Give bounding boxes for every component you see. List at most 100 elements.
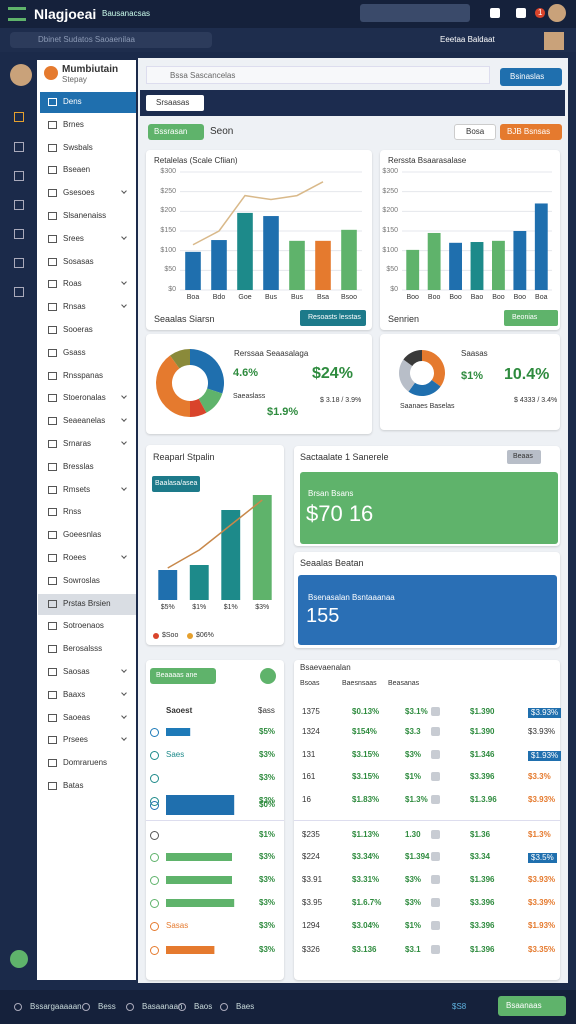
- x-tick-label: Bus: [264, 294, 278, 301]
- table-tag: $3.93%: [528, 795, 556, 804]
- icon[interactable]: [516, 8, 526, 18]
- row-icon: [431, 707, 440, 716]
- search-box[interactable]: [146, 66, 490, 84]
- row-icon: [431, 898, 440, 907]
- stat-label: Brsan Bsans: [308, 489, 354, 498]
- button[interactable]: [504, 310, 558, 326]
- item-icon: [48, 234, 57, 243]
- list-label: Sasas: [166, 921, 189, 930]
- sidebar-item: Prsees: [63, 735, 88, 745]
- x-tick-label: Boo: [406, 294, 419, 301]
- button[interactable]: [507, 450, 541, 464]
- button[interactable]: [300, 310, 366, 326]
- x-tick-label: Goe: [238, 294, 252, 301]
- item-icon: [48, 690, 57, 699]
- button-label: Beaaaas ane: [156, 672, 198, 679]
- button[interactable]: [454, 124, 496, 140]
- list-value: $3%: [259, 921, 276, 930]
- item-icon: [48, 736, 57, 745]
- avatar[interactable]: [10, 64, 32, 86]
- button-label: BJB Bsnsas: [507, 127, 551, 136]
- button[interactable]: [152, 476, 200, 492]
- row-icon: [150, 922, 159, 931]
- list-value: $3%: [259, 773, 276, 782]
- avatar[interactable]: [548, 4, 566, 22]
- sidebar-item: Gsass: [63, 347, 86, 357]
- list-value: $5%: [259, 727, 276, 736]
- sidebar-item: Sowroslas: [63, 575, 100, 585]
- footer-item: Baes: [236, 1002, 255, 1011]
- help-button[interactable]: [10, 950, 28, 968]
- list-toggle: [260, 668, 276, 684]
- stat: 4.6%: [233, 367, 259, 379]
- list-value: $3%: [259, 796, 276, 805]
- top-bar: [0, 0, 576, 28]
- table-tag: $1.93%: [528, 921, 556, 930]
- dropdown-label: Srsaasas: [156, 98, 190, 107]
- dropdown[interactable]: [146, 95, 204, 111]
- column-header: Bsoas: [300, 680, 320, 687]
- item-icon: [48, 257, 57, 266]
- sidebar-item: Batas: [63, 781, 84, 790]
- table-cell: $1.6.7%: [352, 898, 382, 907]
- rail-icon[interactable]: [14, 171, 24, 181]
- row-icon: [150, 946, 159, 955]
- stat: $1%: [461, 370, 484, 382]
- button[interactable]: [150, 668, 216, 684]
- sidebar-item: Sosasas: [63, 256, 94, 266]
- x-tick-label: Boo: [513, 294, 527, 301]
- table-cell: $3%: [405, 898, 422, 907]
- y-tick-label: $300: [160, 168, 176, 175]
- search-field[interactable]: [10, 32, 212, 48]
- rail-icon[interactable]: [14, 287, 24, 297]
- x-tick-label: Bsoo: [341, 294, 357, 301]
- list-header: Saoest: [166, 706, 193, 715]
- button[interactable]: [500, 124, 562, 140]
- rail-icon[interactable]: [14, 229, 24, 239]
- item-icon: [48, 280, 57, 289]
- chart-title: Retalelas (Scale Cfiian): [154, 156, 238, 165]
- table-cell: 1.30: [405, 830, 421, 839]
- card-footer: Seaalas Siarsn: [154, 314, 215, 324]
- row-icon: [431, 772, 440, 781]
- item-icon: [48, 622, 57, 631]
- footer-item: Baos: [194, 1002, 213, 1011]
- table-title: Bsaevaenalan: [300, 663, 351, 672]
- button[interactable]: [498, 996, 566, 1016]
- filter-bar: [140, 90, 565, 116]
- y-tick-label: $250: [160, 187, 176, 195]
- top-search[interactable]: [360, 4, 470, 22]
- sidebar-item: Sotroenaos: [63, 621, 104, 631]
- search-text: Dbinet Sudatos Saoaenilaa: [38, 35, 135, 44]
- y-tick-label: $300: [382, 168, 398, 175]
- tab-title: Seon: [210, 126, 234, 137]
- sidebar-item: Rnsas: [63, 302, 86, 312]
- tab[interactable]: [148, 124, 204, 140]
- list-value: $3%: [259, 875, 276, 884]
- sidebar-item: Rnss: [63, 507, 82, 517]
- sidebar-item: Goeesnlas: [63, 530, 102, 540]
- app-title: Nlagjoeai: [34, 6, 97, 22]
- table-cell: $1.396: [470, 945, 495, 954]
- footer-icon: [14, 1003, 22, 1011]
- brand: Mumbiutain: [62, 64, 119, 75]
- footer-item: Bess: [98, 1002, 116, 1011]
- avatar[interactable]: [544, 32, 564, 50]
- rail-icon[interactable]: [14, 142, 24, 152]
- table-cell: $1.3.96: [470, 795, 497, 804]
- row-icon: [431, 830, 440, 839]
- card-title: Saasas: [461, 349, 488, 358]
- button[interactable]: [500, 68, 562, 86]
- card-title: Seaalas Beatan: [300, 558, 364, 568]
- row-icon: [150, 774, 159, 783]
- table-cell: $3.15%: [352, 772, 380, 781]
- table-cell: $326: [302, 945, 320, 954]
- rail-icon[interactable]: [14, 112, 24, 122]
- icon[interactable]: [490, 8, 500, 18]
- row-icon: [150, 876, 159, 885]
- rail-icon[interactable]: [14, 258, 24, 268]
- item-icon: [48, 485, 57, 494]
- y-tick-label: $0: [390, 286, 398, 293]
- rail-icon[interactable]: [14, 200, 24, 210]
- row-icon: [150, 728, 159, 737]
